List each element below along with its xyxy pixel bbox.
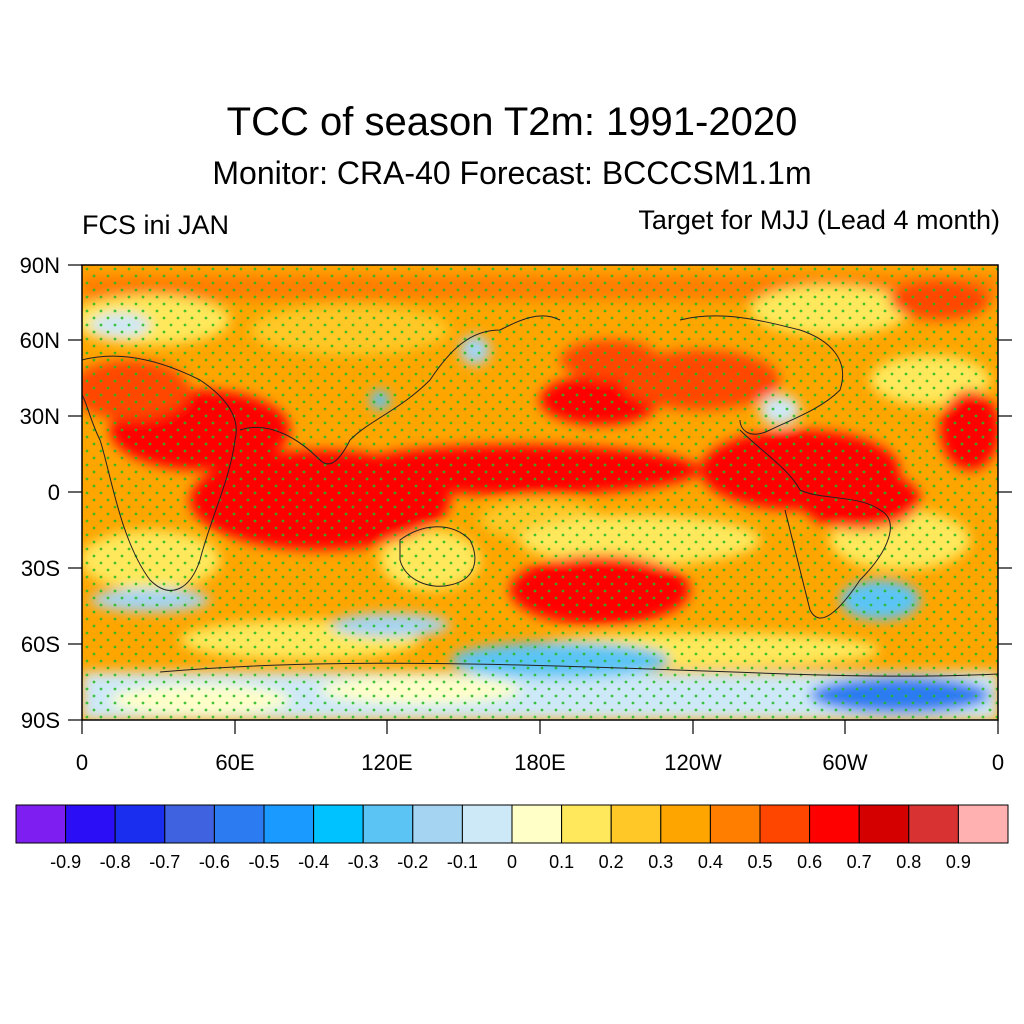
colorbar — [15, 804, 1009, 844]
colorbar-tick-label: -0.9 — [50, 852, 82, 872]
colorbar-tick-label: 0.4 — [697, 852, 723, 872]
colorbar-swatch — [114, 804, 166, 844]
colorbar-swatch — [957, 804, 1009, 844]
colorbar-tick-label: -0.1 — [446, 852, 478, 872]
colorbar-swatch — [809, 804, 860, 844]
colorbar-tick-label: 0.2 — [598, 852, 624, 872]
colorbar-swatch — [362, 804, 414, 844]
colorbar-tick-label: -0.2 — [397, 852, 429, 872]
colorbar-tick-label: -0.8 — [99, 852, 131, 872]
colorbar-tick-label: -0.3 — [347, 852, 379, 872]
lat-label-90s: 90S — [20, 708, 60, 733]
colorbar-swatch — [412, 804, 463, 844]
colorbar-swatch — [263, 804, 315, 844]
colorbar-swatch — [511, 804, 563, 844]
colorbar-swatch — [858, 804, 910, 844]
lon-label-0: 0 — [75, 750, 89, 775]
lon-label-60e: 60E — [215, 750, 255, 775]
colorbar-swatch — [213, 804, 265, 844]
lon-label-120w: 120W — [664, 750, 722, 775]
lat-label-90n: 90N — [19, 253, 60, 278]
colorbar-swatch — [709, 804, 761, 844]
tcc-field — [82, 265, 998, 720]
lat-label-60n: 60N — [19, 328, 60, 353]
colorbar-swatch — [15, 804, 67, 844]
colorbar-tick-label: 0 — [506, 852, 517, 872]
colorbar-tick-label: -0.5 — [248, 852, 280, 872]
map-title: TCC of season T2m: 1991-2020 — [226, 100, 798, 144]
colorbar-tick-label: 0.5 — [747, 852, 773, 872]
colorbar-tick-label: 0.7 — [846, 852, 872, 872]
colorbar-tick-label: 0.8 — [896, 852, 922, 872]
colorbar-swatch — [313, 804, 364, 844]
lat-label-60s: 60S — [20, 632, 60, 657]
lat-label-30s: 30S — [20, 556, 60, 581]
significance-stipple — [82, 265, 998, 720]
colorbar-swatch — [164, 804, 215, 844]
init-label: FCS ini JAN — [82, 210, 230, 240]
coastlines — [82, 315, 998, 677]
colorbar-swatch — [561, 804, 612, 844]
colorbar-tick-label: 0.9 — [945, 852, 971, 872]
target-label: Target for MJJ (Lead 4 month) — [638, 205, 1000, 235]
lon-label-360: 0 — [991, 750, 1005, 775]
colorbar-tick-label: 0.3 — [648, 852, 674, 872]
colorbar-swatch — [660, 804, 711, 844]
colorbar-swatch — [908, 804, 959, 844]
lon-label-180e: 180E — [514, 750, 566, 775]
colorbar-tick-label: -0.6 — [198, 852, 230, 872]
lon-label-60w: 60W — [822, 750, 868, 775]
colorbar-tick-label: -0.4 — [298, 852, 330, 872]
colorbar-swatch — [65, 804, 116, 844]
lat-label-30n: 30N — [19, 404, 60, 429]
colorbar-swatch — [759, 804, 811, 844]
colorbar-swatch — [461, 804, 513, 844]
colorbar-tick-label: -0.7 — [149, 852, 181, 872]
lon-label-120e: 120E — [361, 750, 413, 775]
lat-label-eq: 0 — [47, 480, 60, 505]
colorbar-tick-label: 0.1 — [549, 852, 575, 872]
axis-ticks — [68, 264, 1012, 734]
colorbar-tick-label: 0.6 — [797, 852, 823, 872]
map-subtitle: Monitor: CRA-40 Forecast: BCCCSM1.1m — [212, 155, 812, 191]
colorbar-swatch — [610, 804, 662, 844]
